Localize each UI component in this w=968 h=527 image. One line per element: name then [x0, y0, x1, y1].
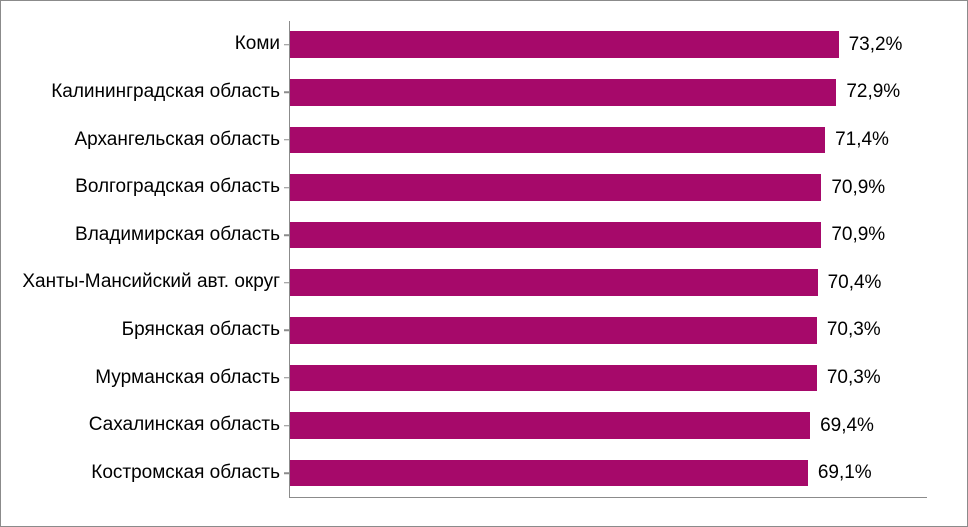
- bar-wrap: 70,9%: [290, 222, 927, 249]
- bar: 70,9%: [290, 174, 821, 201]
- value-label: 70,9%: [821, 224, 885, 246]
- chart-frame: Коми73,2%Калининградская область72,9%Арх…: [0, 0, 968, 527]
- category-label: Коми: [0, 34, 290, 55]
- bar-row: Сахалинская область69,4%: [290, 402, 927, 450]
- bar-row: Костромская область69,1%: [290, 449, 927, 497]
- bar: 70,3%: [290, 365, 817, 392]
- value-label: 72,9%: [836, 81, 900, 103]
- bar-row: Коми73,2%: [290, 21, 927, 69]
- bar-row: Мурманская область70,3%: [290, 354, 927, 402]
- category-label: Владимирская область: [0, 225, 290, 246]
- plot-area: Коми73,2%Калининградская область72,9%Арх…: [289, 21, 927, 498]
- bar-wrap: 71,4%: [290, 127, 927, 154]
- bar-wrap: 69,4%: [290, 412, 927, 439]
- category-label: Брянская область: [0, 320, 290, 341]
- bar-row: Ханты-Мансийский авт. округ70,4%: [290, 259, 927, 307]
- bar-wrap: 70,3%: [290, 317, 927, 344]
- bar: 72,9%: [290, 79, 836, 106]
- category-label: Калининградская область: [0, 82, 290, 103]
- bar-row: Волгоградская область70,9%: [290, 164, 927, 212]
- bar-wrap: 72,9%: [290, 79, 927, 106]
- bar: 70,9%: [290, 222, 821, 249]
- value-label: 70,3%: [817, 367, 881, 389]
- value-label: 71,4%: [825, 129, 889, 151]
- bar-row: Брянская область70,3%: [290, 307, 927, 355]
- value-label: 70,4%: [818, 272, 882, 294]
- bar: 71,4%: [290, 127, 825, 154]
- bar-rows: Коми73,2%Калининградская область72,9%Арх…: [290, 21, 927, 497]
- bar-wrap: 70,4%: [290, 269, 927, 296]
- bar: 70,4%: [290, 269, 818, 296]
- bar: 69,1%: [290, 460, 808, 487]
- value-label: 69,4%: [810, 415, 874, 437]
- category-label: Костромская область: [0, 463, 290, 484]
- bar-row: Архангельская область71,4%: [290, 116, 927, 164]
- bar-wrap: 70,3%: [290, 365, 927, 392]
- bar-row: Владимирская область70,9%: [290, 211, 927, 259]
- category-label: Ханты-Мансийский авт. округ: [0, 272, 290, 293]
- bar-wrap: 69,1%: [290, 460, 927, 487]
- value-label: 70,9%: [821, 177, 885, 199]
- category-label: Волгоградская область: [0, 177, 290, 198]
- bar: 73,2%: [290, 31, 839, 58]
- category-label: Сахалинская область: [0, 415, 290, 436]
- value-label: 73,2%: [839, 34, 903, 56]
- value-label: 69,1%: [808, 462, 872, 484]
- bar-wrap: 70,9%: [290, 174, 927, 201]
- category-label: Архангельская область: [0, 130, 290, 151]
- bar-row: Калининградская область72,9%: [290, 69, 927, 117]
- category-label: Мурманская область: [0, 368, 290, 389]
- bar-wrap: 73,2%: [290, 31, 927, 58]
- bar: 69,4%: [290, 412, 810, 439]
- value-label: 70,3%: [817, 319, 881, 341]
- bar: 70,3%: [290, 317, 817, 344]
